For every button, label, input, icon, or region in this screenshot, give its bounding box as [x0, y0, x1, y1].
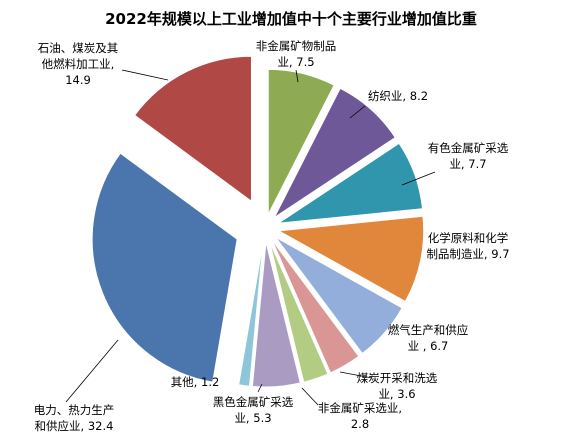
leader-line	[295, 69, 299, 83]
slice-data-label: 其他, 1.2	[171, 375, 220, 389]
leader-line	[65, 339, 119, 403]
slice-data-label: 黑色金属矿采选业, 5.3	[213, 395, 294, 425]
slice-data-label: 有色金属矿采选业, 7.7	[428, 141, 509, 171]
pie-slice	[271, 239, 360, 374]
leader-lines	[65, 69, 436, 406]
leader-line	[401, 171, 436, 186]
slice-data-label: 非金属矿物制品业, 7.5	[256, 39, 337, 69]
pie-slice	[275, 236, 403, 355]
data-labels: 非金属矿物制品业, 7.5 纺织业, 8.2 有色金属矿采选业, 7.7 化学原料和化…	[34, 39, 510, 433]
pie-slice	[277, 215, 425, 303]
pie-slice	[269, 241, 329, 383]
leader-line	[257, 383, 263, 393]
leader-line	[301, 387, 319, 406]
leader-line	[339, 371, 373, 379]
leader-line	[121, 69, 169, 81]
pie-slice	[267, 68, 335, 215]
slice-data-label: 纺织业, 8.2	[368, 89, 428, 103]
slice-data-label: 石油、煤炭及其他燃料加工业, 14.9	[38, 41, 119, 87]
slice-data-label: 煤炭开采和洗选业, 3.6	[357, 371, 438, 401]
pie-slice	[251, 241, 301, 388]
pie-slice	[238, 241, 264, 387]
pie-slice	[273, 87, 396, 220]
pie-slice	[277, 142, 424, 224]
pie-slice	[91, 152, 238, 383]
pie-slice	[133, 55, 252, 203]
slice-data-label: 非金属矿采选业, 2.8	[318, 401, 402, 431]
slice-data-label: 电力、热力生产和供应业, 32.4	[34, 403, 115, 433]
slice-data-label: 燃气生产和供应业 , 6.7	[388, 323, 469, 353]
leader-line	[349, 105, 366, 119]
pie-slices	[91, 55, 425, 388]
chart-title: 2022年规模以上工业增加值中十个主要行业增加值比重	[105, 10, 477, 28]
slice-data-label: 化学原料和化学制品制造业, 9.7	[426, 231, 509, 261]
